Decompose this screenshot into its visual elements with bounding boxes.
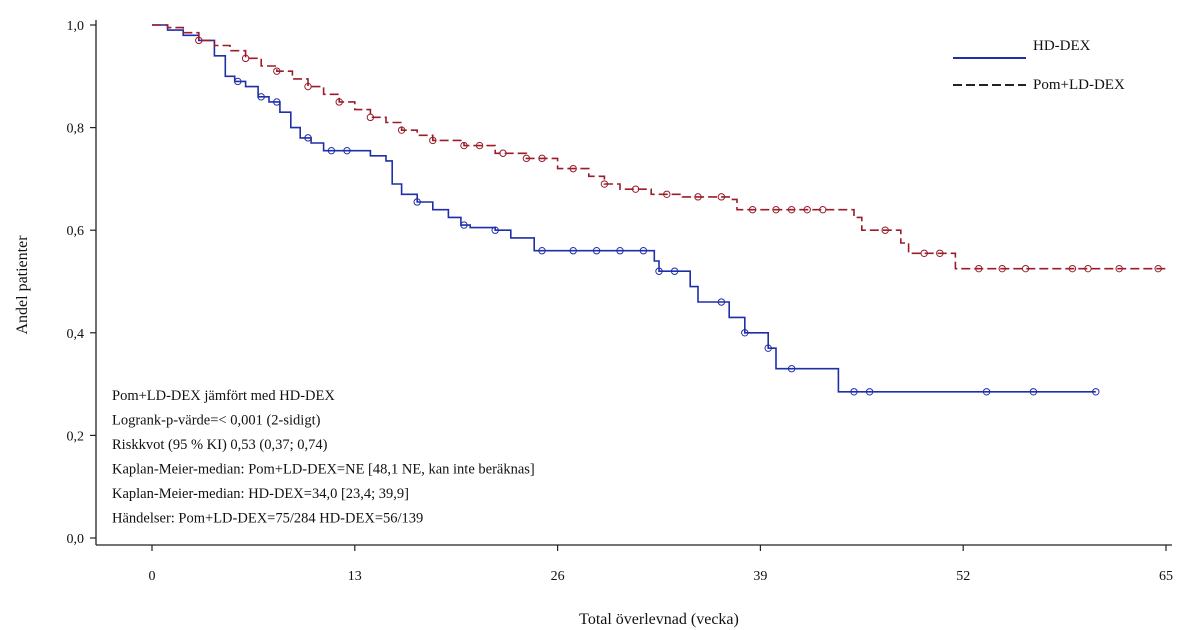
censor-mark (850, 388, 858, 396)
y-tick-label: 0,4 (67, 327, 85, 342)
annotation-block: Pom+LD-DEX jämfört med HD-DEX Logrank-p-v… (112, 388, 535, 527)
censor-mark (304, 82, 312, 91)
legend: HD-DEX Pom+LD-DEX (953, 38, 1125, 93)
x-tick-label: 13 (348, 569, 362, 584)
censor-mark (475, 141, 484, 150)
censor-mark (663, 190, 671, 198)
censor-mark (717, 298, 726, 306)
censor-mark (592, 247, 601, 255)
annotation-line: Kaplan-Meier-median: HD-DEX=34,0 [23,4; … (112, 486, 409, 502)
censor-mark (522, 154, 531, 163)
censor-mark (975, 264, 983, 273)
censor-mark (865, 388, 874, 396)
censor-mark (1154, 264, 1162, 273)
y-tick-label: 0,0 (67, 532, 85, 547)
censor-mark (717, 193, 726, 201)
censor-mark (616, 247, 624, 255)
censor-mark (600, 180, 609, 188)
x-tick-label: 39 (753, 569, 767, 584)
censor-mark (460, 141, 468, 150)
censor-mark (257, 93, 265, 101)
censor-mark (1029, 388, 1038, 396)
censor-mark (670, 267, 679, 275)
series-layer (152, 24, 1166, 396)
legend-label: Pom+LD-DEX (1033, 77, 1125, 93)
censor-mark (569, 247, 577, 255)
censor-mark (397, 126, 406, 134)
censor-mark (343, 146, 351, 155)
censor-mark (538, 154, 546, 163)
censor-mark (366, 113, 375, 122)
y-tick-label: 0,2 (67, 429, 85, 444)
legend-label: HD-DEX (1033, 38, 1091, 54)
survival-curve-line (152, 24, 1096, 393)
censor-mark (1084, 264, 1092, 273)
annotation-line: Pom+LD-DEX jämfört med HD-DEX (112, 388, 335, 404)
censor-mark (936, 249, 944, 257)
x-tick-label: 26 (551, 569, 565, 584)
censor-mark (491, 226, 499, 234)
censor-mark (803, 205, 811, 214)
censor-mark (881, 226, 889, 234)
series-hd-dex (152, 24, 1100, 396)
censor-mark (764, 344, 772, 352)
x-tick-label: 65 (1159, 569, 1173, 584)
y-axis-label: Andel patienter (14, 235, 31, 335)
x-axis-label: Total överlevnad (vecka) (579, 611, 739, 628)
censor-mark (273, 67, 281, 75)
censor-mark (538, 247, 546, 255)
survival-curve-line (152, 24, 1166, 270)
y-tick-label: 0,8 (67, 122, 85, 137)
censor-mark (631, 185, 640, 193)
censor-mark (819, 205, 827, 214)
censor-mark (1092, 388, 1100, 396)
censor-mark (304, 134, 312, 142)
censor-mark (787, 365, 796, 373)
censor-mark (460, 221, 468, 229)
x-tick-label: 52 (956, 569, 970, 584)
censor-mark (241, 54, 250, 63)
censor-mark (429, 136, 437, 145)
annotation-line: Logrank-p-värde=< 0,001 (2-sidigt) (112, 413, 321, 429)
censor-mark (273, 98, 281, 106)
censor-mark (998, 264, 1006, 273)
censor-mark (327, 146, 336, 155)
censor-mark (639, 247, 648, 255)
annotation-line: Händelser: Pom+LD-DEX=75/284 HD-DEX=56/1… (112, 511, 423, 527)
axes: 0,0 0,2 0,4 0,6 0,8 1,0 0 13 26 39 52 65 Total överl… (14, 19, 1173, 628)
series-pom-ld-dex (152, 24, 1166, 273)
censor-mark (195, 36, 203, 45)
censor-mark (335, 98, 343, 106)
annotation-line: Kaplan-Meier-median: Pom+LD-DEX=NE [48,1… (112, 462, 535, 478)
y-tick-label: 1,0 (67, 19, 85, 34)
censor-mark (499, 149, 507, 157)
censor-mark (772, 205, 780, 214)
y-tick-label: 0,6 (67, 224, 85, 239)
censor-mark (694, 193, 702, 201)
censor-mark (920, 249, 928, 257)
censor-mark (741, 329, 749, 337)
censor-mark (413, 198, 421, 206)
censor-mark (569, 164, 577, 173)
censor-mark (748, 205, 757, 214)
censor-mark (787, 205, 796, 214)
censor-mark (1115, 264, 1123, 273)
censor-mark (1068, 264, 1077, 273)
x-tick-label: 0 (149, 569, 156, 584)
censor-mark (655, 267, 663, 275)
censor-mark (234, 77, 242, 86)
annotation-line: Riskkvot (95 % KI) 0,53 (0,37; 0,74) (112, 437, 328, 453)
censor-mark (1021, 264, 1030, 273)
censor-mark (982, 388, 991, 396)
